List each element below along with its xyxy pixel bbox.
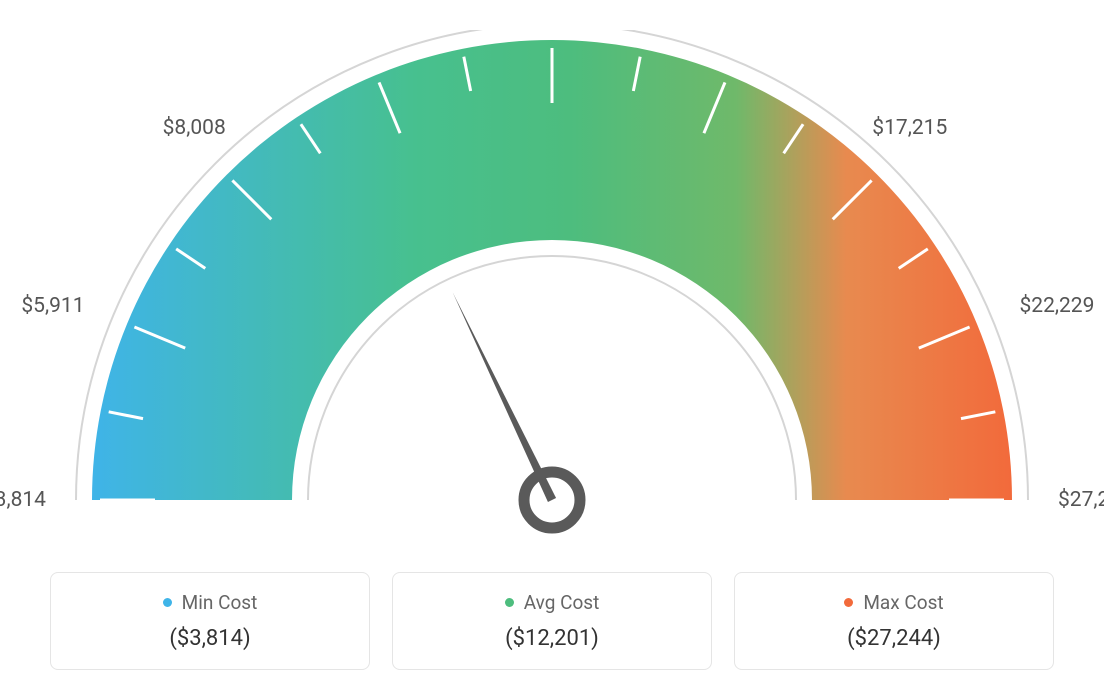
bullet-min bbox=[163, 598, 172, 607]
legend-card-avg: Avg Cost ($12,201) bbox=[392, 572, 712, 670]
legend-label-min: Min Cost bbox=[182, 591, 258, 614]
legend-card-max: Max Cost ($27,244) bbox=[734, 572, 1054, 670]
legend-label-avg: Avg Cost bbox=[524, 591, 600, 614]
legend-card-min: Min Cost ($3,814) bbox=[50, 572, 370, 670]
legend-title-min: Min Cost bbox=[71, 591, 349, 614]
legend-title-avg: Avg Cost bbox=[413, 591, 691, 614]
legend-value-min: ($3,814) bbox=[71, 626, 349, 651]
legend-title-max: Max Cost bbox=[755, 591, 1033, 614]
scale-label: $3,814 bbox=[0, 488, 46, 512]
legend: Min Cost ($3,814) Avg Cost ($12,201) Max… bbox=[40, 572, 1064, 670]
legend-value-avg: ($12,201) bbox=[413, 626, 691, 651]
gauge-svg bbox=[52, 30, 1052, 550]
legend-label-max: Max Cost bbox=[863, 591, 943, 614]
scale-label: $27,244 bbox=[1058, 488, 1104, 512]
scale-label: $5,911 bbox=[0, 294, 85, 318]
bullet-avg bbox=[505, 598, 514, 607]
scale-label: $8,008 bbox=[149, 116, 239, 140]
bullet-max bbox=[844, 598, 853, 607]
scale-label: $17,215 bbox=[865, 116, 955, 140]
gauge-chart: $3,814$5,911$8,008$12,201$17,215$22,229$… bbox=[0, 0, 1104, 540]
legend-value-max: ($27,244) bbox=[755, 626, 1033, 651]
scale-label: $22,229 bbox=[1019, 294, 1094, 318]
